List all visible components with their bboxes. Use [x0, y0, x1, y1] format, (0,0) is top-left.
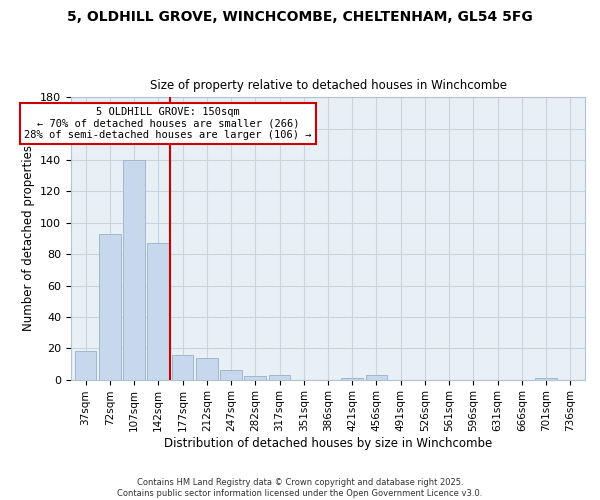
Text: 5 OLDHILL GROVE: 150sqm
← 70% of detached houses are smaller (266)
28% of semi-d: 5 OLDHILL GROVE: 150sqm ← 70% of detache… [24, 106, 312, 140]
Text: 5, OLDHILL GROVE, WINCHCOMBE, CHELTENHAM, GL54 5FG: 5, OLDHILL GROVE, WINCHCOMBE, CHELTENHAM… [67, 10, 533, 24]
Bar [341, 378, 363, 380]
Title: Size of property relative to detached houses in Winchcombe: Size of property relative to detached ho… [149, 79, 506, 92]
X-axis label: Distribution of detached houses by size in Winchcombe: Distribution of detached houses by size … [164, 437, 492, 450]
Bar [220, 370, 242, 380]
Bar [172, 354, 193, 380]
Y-axis label: Number of detached properties: Number of detached properties [22, 146, 35, 332]
Bar [269, 375, 290, 380]
Bar [74, 352, 97, 380]
Bar [535, 378, 557, 380]
Bar [244, 376, 266, 380]
Bar [123, 160, 145, 380]
Bar [196, 358, 218, 380]
Text: Contains HM Land Registry data © Crown copyright and database right 2025.
Contai: Contains HM Land Registry data © Crown c… [118, 478, 482, 498]
Bar [99, 234, 121, 380]
Bar [148, 243, 169, 380]
Bar [365, 375, 388, 380]
